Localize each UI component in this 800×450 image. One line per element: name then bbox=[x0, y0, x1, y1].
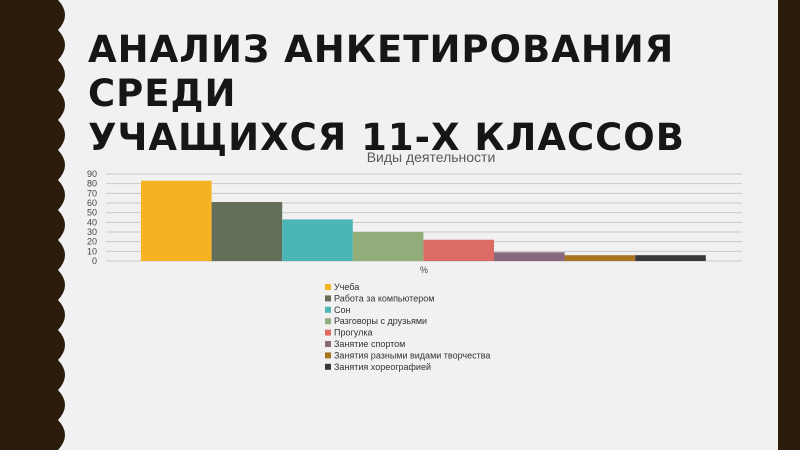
legend-item: Учеба bbox=[334, 282, 359, 292]
y-tick-label: 10 bbox=[87, 246, 97, 256]
bar bbox=[494, 252, 565, 261]
legend-swatch bbox=[325, 306, 331, 313]
right-edge-accent bbox=[778, 0, 800, 450]
legend-swatch bbox=[325, 318, 331, 325]
legend-swatch bbox=[325, 329, 331, 336]
legend-item: Прогулка bbox=[334, 328, 372, 338]
legend-swatch bbox=[325, 295, 331, 302]
bar bbox=[423, 239, 494, 261]
y-tick-label: 0 bbox=[92, 256, 97, 266]
y-tick-label: 40 bbox=[87, 217, 97, 227]
bar bbox=[211, 202, 283, 261]
legend-item: Занятие спортом bbox=[334, 339, 405, 349]
bar bbox=[352, 232, 424, 261]
legend-swatch bbox=[325, 363, 331, 370]
y-tick-label: 50 bbox=[87, 208, 97, 218]
y-tick-label: 20 bbox=[87, 237, 97, 247]
legend-item: Занятия хореографией bbox=[334, 362, 431, 372]
legend-swatch bbox=[325, 341, 331, 347]
bar bbox=[141, 180, 212, 261]
y-tick-label: 60 bbox=[87, 198, 97, 208]
legend-swatch bbox=[325, 284, 331, 290]
bar bbox=[282, 219, 353, 261]
chart-title: Виды деятельности bbox=[367, 149, 496, 165]
legend-item: Сон bbox=[334, 305, 351, 315]
bar bbox=[564, 255, 636, 261]
bars bbox=[141, 180, 706, 261]
y-tick-label: 80 bbox=[87, 179, 97, 189]
slide-title-line-2: учащихся 11-х классов bbox=[88, 116, 685, 159]
x-category-label: % bbox=[420, 265, 428, 275]
slide-title: Анализ анкетирования среди учащихся 11-х… bbox=[88, 28, 778, 160]
left-wavy-band bbox=[0, 0, 65, 450]
legend-item: Работа за компьютером bbox=[334, 293, 434, 303]
y-tick-label: 30 bbox=[87, 227, 97, 237]
legend-swatch bbox=[325, 352, 331, 359]
y-tick-label: 70 bbox=[87, 188, 97, 198]
legend-item: Занятия разными видами творчества bbox=[334, 350, 490, 360]
y-tick-label: 90 bbox=[87, 169, 97, 179]
legend-item: Разговоры с друзьями bbox=[334, 316, 427, 326]
slide-title-line-1: Анализ анкетирования среди bbox=[88, 28, 675, 115]
bar bbox=[635, 255, 706, 261]
